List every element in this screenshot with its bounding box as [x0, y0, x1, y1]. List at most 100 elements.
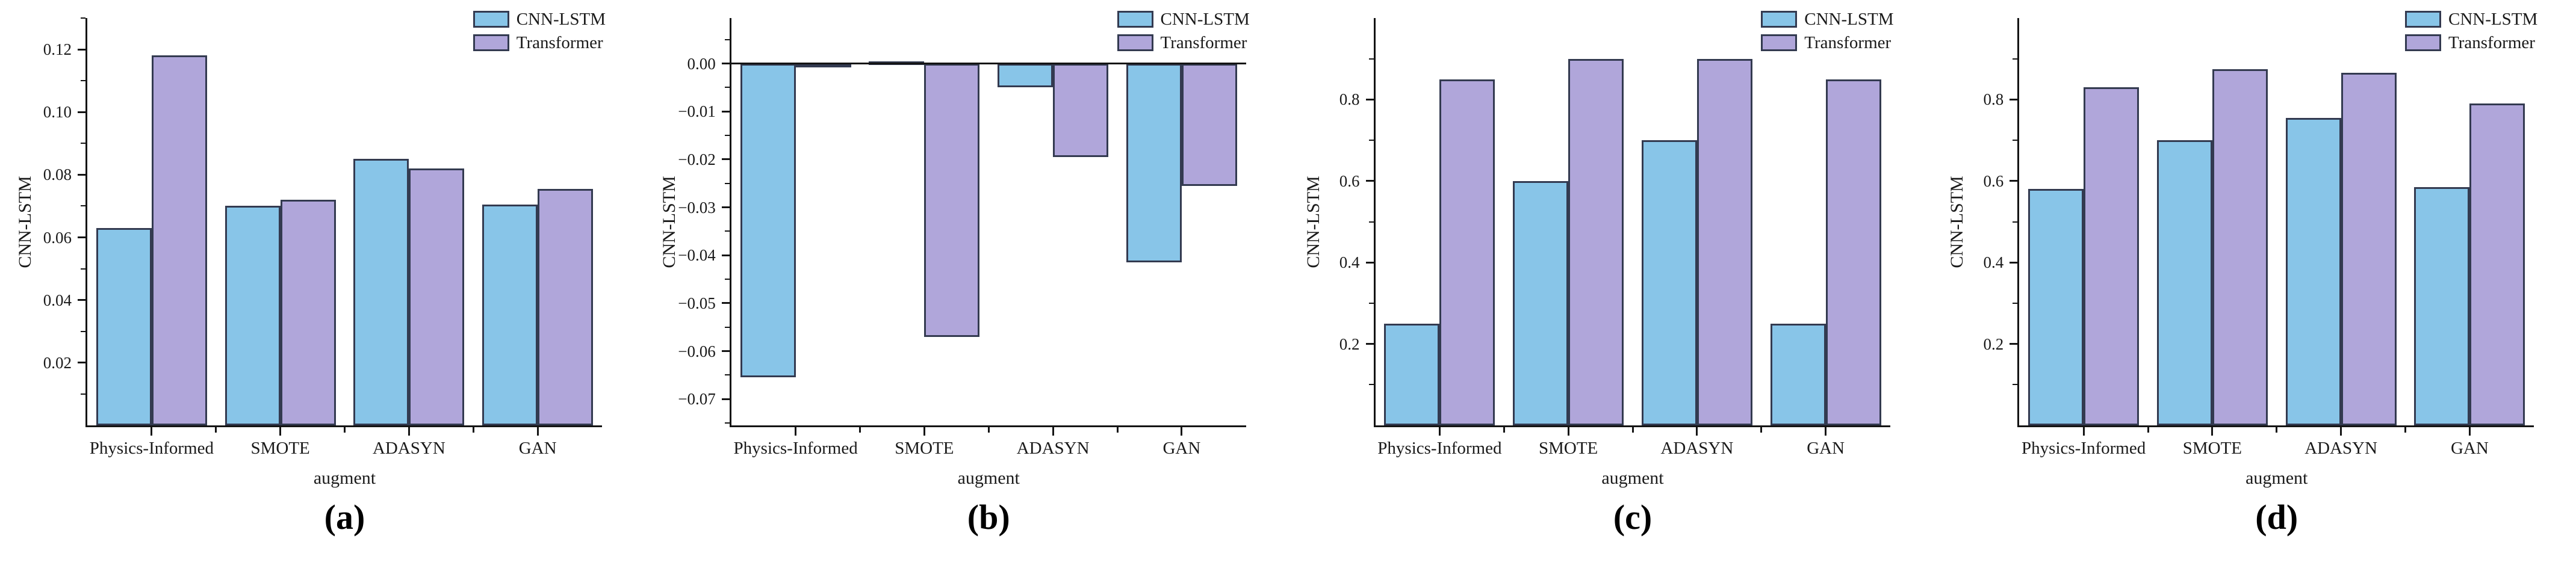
y-tick-label: 0.06 [43, 228, 72, 247]
legend: CNN-LSTM Transformer [473, 10, 606, 52]
y-tick-label: −0.02 [678, 150, 716, 168]
y-major-tick [2010, 343, 2018, 345]
y-tick-label: 0.8 [1339, 90, 1360, 109]
x-minor-tick [215, 427, 217, 433]
legend-label: Transformer [2448, 33, 2535, 52]
y-tick-label: 0.04 [43, 291, 72, 309]
x-major-tick [1181, 427, 1183, 436]
x-major-tick [2211, 427, 2214, 436]
y-minor-tick [81, 17, 85, 19]
y-major-tick [2010, 180, 2018, 182]
y-minor-tick [1368, 302, 1374, 304]
bar-cnn-lstm-smote [225, 206, 281, 425]
legend-label: Transformer [516, 33, 603, 52]
y-minor-tick [1368, 140, 1374, 141]
bar-transformer-adasyn [1696, 58, 1752, 425]
y-minor-tick [81, 205, 85, 207]
y-tick-label: −0.06 [678, 342, 716, 360]
x-category-label-adasyn: ADASYN [1016, 439, 1090, 458]
y-tick-label: 0.2 [1339, 335, 1360, 353]
bar-cnn-lstm-adasyn [998, 63, 1054, 88]
bar-transformer-smote [280, 200, 336, 425]
bar-cnn-lstm-physics-informed [96, 227, 152, 425]
x-minor-tick [987, 427, 990, 433]
y-minor-tick [724, 422, 730, 424]
y-major-tick [1365, 261, 1374, 264]
y-tick-label: −0.01 [678, 102, 716, 121]
legend-swatch-cnn-lstm [2405, 11, 2442, 28]
y-axis-line [85, 18, 87, 427]
legend-label: Transformer [1804, 33, 1892, 52]
y-axis-line [729, 18, 731, 427]
y-axis-title: CNN-LSTM [1947, 175, 1967, 268]
y-major-tick [721, 63, 730, 65]
panel-letter-b: (b) [967, 498, 1010, 537]
x-major-tick [795, 427, 797, 436]
bar-cnn-lstm-gan [1770, 323, 1826, 425]
x-category-label-physics-informed: Physics-Informed [1377, 439, 1502, 458]
x-major-tick [408, 427, 410, 436]
y-tick-label: 0.4 [1339, 253, 1360, 272]
bar-cnn-lstm-gan [1126, 63, 1182, 263]
legend-swatch-cnn-lstm [1117, 11, 1153, 28]
x-category-label-gan: GAN [2450, 439, 2489, 458]
legend-label: CNN-LSTM [1804, 10, 1894, 29]
x-category-label-adasyn: ADASYN [372, 439, 445, 458]
x-minor-tick [859, 427, 861, 433]
chart-panel-c: 0.2 0.4 0.6 0.8 Physics-Informed SMOTE ADASYN G… [1288, 0, 1932, 574]
y-minor-tick [724, 279, 730, 280]
bar-transformer-physics-informed [1439, 79, 1495, 425]
y-minor-tick [81, 143, 85, 144]
x-category-label-physics-informed: Physics-Informed [2022, 439, 2146, 458]
x-minor-tick [1631, 427, 1634, 433]
panel-letter-d: (d) [2255, 498, 2298, 537]
x-minor-tick [2147, 427, 2149, 433]
x-category-label-physics-informed: Physics-Informed [89, 439, 214, 458]
y-major-tick [721, 350, 730, 353]
legend-item-transformer: Transformer [1761, 33, 1893, 52]
bar-transformer-gan [538, 188, 594, 425]
y-minor-tick [1368, 384, 1374, 386]
y-tick-label: 0.6 [1339, 171, 1360, 190]
y-minor-tick [1368, 58, 1374, 60]
x-major-tick [1567, 427, 1569, 436]
bar-cnn-lstm-adasyn [2285, 117, 2341, 425]
chart-panel-a: 0.02 0.04 0.06 0.08 0.10 0.12 Physics-Informed… [0, 0, 644, 574]
y-major-tick [78, 299, 85, 301]
x-axis-title: augment [1601, 468, 1664, 488]
y-tick-label: 0.00 [687, 54, 716, 73]
x-major-tick [1825, 427, 1827, 436]
bar-cnn-lstm-adasyn [353, 159, 409, 425]
y-minor-tick [2013, 221, 2018, 223]
legend-swatch-cnn-lstm [473, 11, 509, 28]
y-axis-line [2017, 18, 2020, 427]
bar-transformer-gan [1181, 63, 1237, 186]
legend: CNN-LSTM Transformer [1117, 10, 1250, 52]
y-minor-tick [2013, 384, 2018, 386]
x-major-tick [536, 427, 539, 436]
y-major-tick [78, 111, 85, 113]
x-major-tick [2468, 427, 2471, 436]
y-major-tick [1365, 98, 1374, 100]
y-tick-label: −0.04 [678, 246, 716, 265]
x-minor-tick [472, 427, 474, 433]
y-major-tick [721, 398, 730, 400]
x-category-label-gan: GAN [518, 439, 557, 458]
bar-cnn-lstm-physics-informed [2028, 189, 2084, 425]
y-minor-tick [81, 330, 85, 332]
bar-cnn-lstm-physics-informed [740, 63, 796, 378]
legend-item-cnn-lstm: CNN-LSTM [2405, 10, 2537, 29]
y-major-tick [721, 302, 730, 304]
y-axis-title: CNN-LSTM [1303, 175, 1323, 268]
x-axis-title: augment [957, 468, 1020, 488]
legend-swatch-transformer [1761, 34, 1798, 51]
x-major-tick [1696, 427, 1698, 436]
x-major-tick [1052, 427, 1054, 436]
x-category-label-smote: SMOTE [2182, 439, 2242, 458]
x-major-tick [923, 427, 925, 436]
y-minor-tick [724, 230, 730, 232]
bar-transformer-adasyn [409, 168, 465, 425]
bar-transformer-adasyn [1053, 63, 1109, 157]
bar-transformer-smote [2212, 69, 2268, 425]
